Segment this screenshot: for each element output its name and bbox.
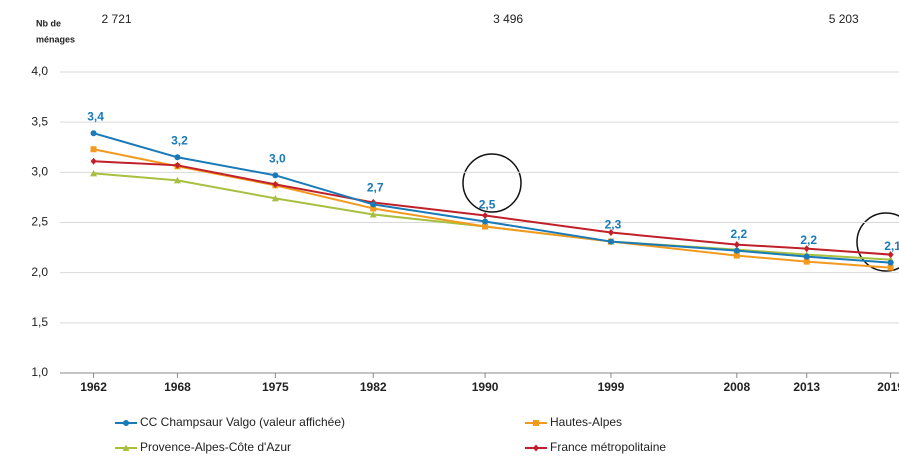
marker [271,194,279,202]
legend-marker [533,420,539,426]
marker [173,176,181,184]
marker [370,205,377,212]
x-tick-label: 1999 [598,380,625,394]
x-tick-label: 1990 [472,380,499,394]
data-label: 2,2 [730,227,747,241]
x-tick-label: 1968 [164,380,191,394]
marker [803,253,810,260]
data-label: 2,1 [884,239,899,253]
legend-marker [122,444,130,451]
marker [482,211,489,219]
data-label: 3,2 [171,133,188,147]
data-label: 2,7 [367,181,384,195]
data-label: 2,2 [800,233,817,247]
data-label: 2,5 [479,198,496,212]
legend-label: Hautes-Alpes [550,415,622,429]
y-tick-label: 4,0 [31,64,48,78]
marker [90,130,97,137]
annotation: 5 203 [829,12,859,26]
marker [369,210,377,218]
y-tick-label: 3,0 [31,165,48,179]
highlight-circle [462,153,522,213]
y-tick-label: 1,0 [31,365,48,379]
legend-label: CC Champsaur Valgo (valeur affichée) [140,415,345,429]
legend-marker [533,444,539,452]
marker [887,264,894,271]
marker [90,157,97,165]
x-tick-label: 2008 [723,380,750,394]
data-label: 2,3 [605,218,622,232]
marker [733,252,740,259]
marker [733,241,740,249]
legend-label: France métropolitaine [550,440,666,454]
marker [607,229,614,237]
x-tick-label: 2013 [793,380,820,394]
marker [887,251,894,259]
data-label: 3,4 [87,109,104,123]
x-tick-label: 1975 [262,380,289,394]
x-tick-label: 1962 [80,380,107,394]
marker [803,258,810,265]
legend-label: Provence-Alpes-Côte d'Azur [140,440,291,454]
y-tick-label: 2,0 [31,265,48,279]
marker [607,238,614,245]
highlight-circle [856,212,899,272]
marker [90,146,97,153]
marker [803,245,810,253]
marker [272,180,279,188]
marker [174,161,181,169]
marker [90,169,98,177]
x-tick-label: 2019 [877,380,899,394]
marker [887,259,894,266]
marker [272,172,279,179]
marker [482,223,489,230]
marker [482,218,489,225]
marker [733,247,740,254]
y-axis-label: ménages [36,34,75,44]
y-tick-label: 1,5 [31,315,48,329]
annotation: 3 496 [493,12,523,26]
y-axis-label: Nb de [36,18,61,28]
marker [174,154,181,161]
y-tick-label: 2,5 [31,215,48,229]
marker [370,201,377,208]
annotation: 2 721 [102,12,132,26]
x-tick-label: 1982 [360,380,387,394]
data-label: 3,0 [269,152,286,166]
legend-marker [123,420,129,426]
y-tick-label: 3,5 [31,114,48,128]
